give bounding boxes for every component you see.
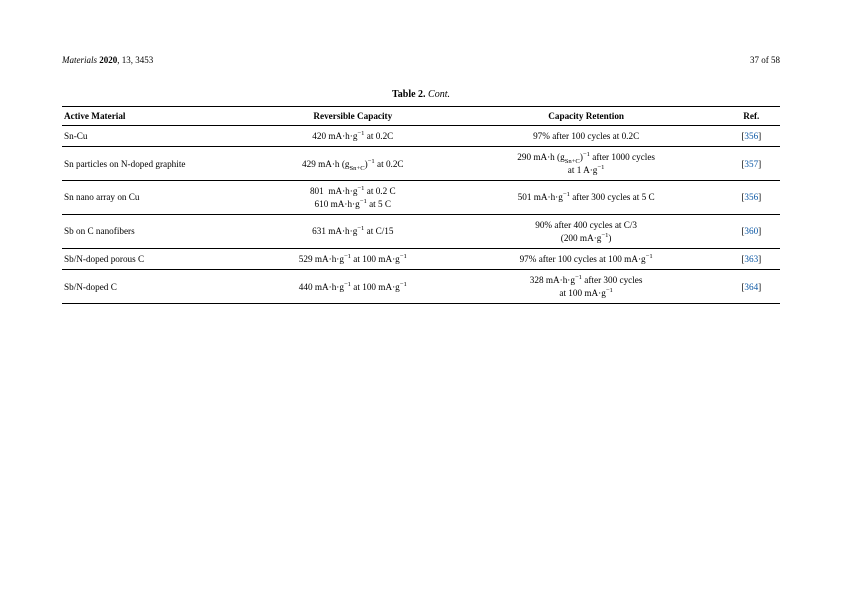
cell-capacity: 529 mA·h·g−1 at 100 mA·g−1 [256,248,450,269]
cell-capacity: 631 mA·h·g−1 at C/15 [256,215,450,249]
cell-material: Sb/N-doped C [62,270,256,304]
cell-material: Sb on C nanofibers [62,215,256,249]
cell-retention: 501 mA·h·g−1 after 300 cycles at 5 C [450,181,723,215]
table-row: Sn-Cu420 mA·h·g−1 at 0.2C97% after 100 c… [62,126,780,147]
cell-retention: 97% after 100 cycles at 100 mA·g−1 [450,248,723,269]
header-left: Materials 2020, 13, 3453 [62,55,153,65]
cell-capacity: 429 mA·h (gSn+C)−1 at 0.2C [256,147,450,181]
ref-link[interactable]: 363 [744,254,758,264]
table-row: Sn particles on N-doped graphite429 mA·h… [62,147,780,181]
cell-ref: [356] [723,181,780,215]
table-head: Active Material Reversible Capacity Capa… [62,107,780,126]
journal-vol-issue: , 13, 3453 [117,55,153,65]
ref-link[interactable]: 364 [744,282,758,292]
cell-capacity: 440 mA·h·g−1 at 100 mA·g−1 [256,270,450,304]
journal-year: 2020 [99,55,117,65]
cell-ref: [357] [723,147,780,181]
cell-retention: 328 mA·h·g−1 after 300 cyclesat 100 mA·g… [450,270,723,304]
cell-retention: 90% after 400 cycles at C/3(200 mA·g−1) [450,215,723,249]
caption-label: Table 2. [392,89,426,100]
table-row: Sn nano array on Cu801 mA·h·g−1 at 0.2 C… [62,181,780,215]
cell-capacity: 420 mA·h·g−1 at 0.2C [256,126,450,147]
cell-ref: [356] [723,126,780,147]
ref-link[interactable]: 357 [744,159,758,169]
cell-ref: [364] [723,270,780,304]
cell-retention: 290 mA·h (gSn+C)−1 after 1000 cyclesat 1… [450,147,723,181]
ref-link[interactable]: 356 [744,192,758,202]
cell-material: Sn particles on N-doped graphite [62,147,256,181]
cell-ref: [363] [723,248,780,269]
ref-link[interactable]: 356 [744,131,758,141]
ref-link[interactable]: 360 [744,226,758,236]
header-row: Active Material Reversible Capacity Capa… [62,107,780,126]
cell-material: Sb/N-doped porous C [62,248,256,269]
cell-material: Sn-Cu [62,126,256,147]
table-body: Sn-Cu420 mA·h·g−1 at 0.2C97% after 100 c… [62,126,780,304]
table-row: Sb/N-doped porous C529 mA·h·g−1 at 100 m… [62,248,780,269]
cell-ref: [360] [723,215,780,249]
running-header: Materials 2020, 13, 3453 37 of 58 [62,55,780,65]
page: Materials 2020, 13, 3453 37 of 58 Table … [0,0,842,595]
data-table: Active Material Reversible Capacity Capa… [62,106,780,304]
caption-cont: Cont. [428,89,450,100]
cell-material: Sn nano array on Cu [62,181,256,215]
cell-retention: 97% after 100 cycles at 0.2C [450,126,723,147]
page-number: 37 of 58 [750,55,780,65]
col-header-material: Active Material [62,107,256,126]
table-row: Sb/N-doped C440 mA·h·g−1 at 100 mA·g−132… [62,270,780,304]
table-row: Sb on C nanofibers631 mA·h·g−1 at C/1590… [62,215,780,249]
col-header-ref: Ref. [723,107,780,126]
col-header-capacity: Reversible Capacity [256,107,450,126]
journal-name: Materials [62,55,97,65]
table-caption: Table 2. Cont. [62,89,780,100]
cell-capacity: 801 mA·h·g−1 at 0.2 C610 mA·h·g−1 at 5 C [256,181,450,215]
col-header-retention: Capacity Retention [450,107,723,126]
